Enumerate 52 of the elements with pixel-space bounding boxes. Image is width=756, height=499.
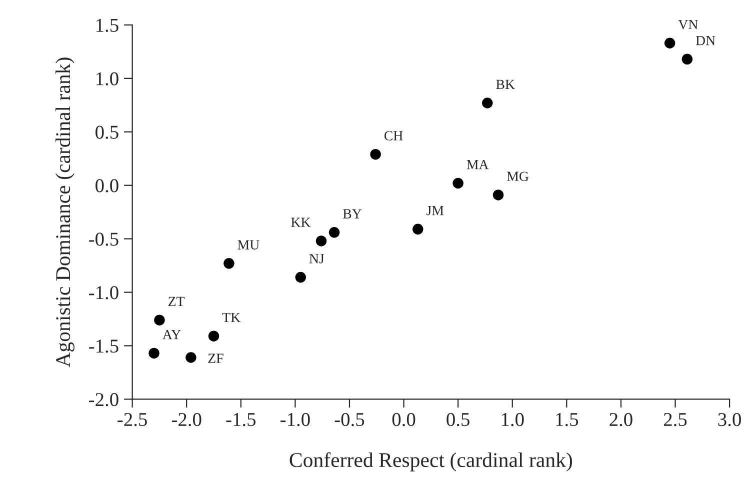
x-tick-label: 0.5 <box>446 412 470 426</box>
point <box>148 348 160 359</box>
x-tick-label: -1.5 <box>226 413 256 426</box>
annotation: ZF <box>208 354 224 363</box>
y-tick-label: 1.5 <box>96 18 118 32</box>
point <box>208 330 220 342</box>
point <box>154 314 165 326</box>
y-tick-label: -2.0 <box>89 393 118 406</box>
annotation: VN <box>678 20 698 30</box>
annotation: BY <box>343 209 362 218</box>
y-tick-label: -1.0 <box>89 286 118 300</box>
x-tick-label: -2.5 <box>118 413 147 426</box>
y-axis-title: Agonistic Dominance (cardinal rank) <box>55 58 74 368</box>
x-tick-label: 3.0 <box>718 412 741 426</box>
annotation: JM <box>426 206 444 216</box>
x-tick-label: 2.5 <box>664 413 687 426</box>
x-tick-label: 0.0 <box>392 412 416 426</box>
point <box>482 98 493 108</box>
annotation: ZT <box>168 296 185 306</box>
point <box>412 224 424 235</box>
point <box>328 227 340 238</box>
x-axis-title: Conferred Respect (cardinal rank) <box>290 452 572 472</box>
annotation: TK <box>222 312 240 322</box>
annotation: MG <box>506 172 529 182</box>
point <box>295 272 306 283</box>
point <box>664 38 676 49</box>
annotation: MA <box>466 160 489 170</box>
x-tick-label: -2.0 <box>172 412 202 426</box>
point <box>316 236 327 246</box>
point <box>370 148 381 160</box>
annotation: KK <box>291 218 311 227</box>
y-tick-label: 0.0 <box>96 179 118 192</box>
x-tick-label: 1.0 <box>502 412 524 426</box>
y-tick-label: 1.0 <box>96 72 118 86</box>
annotation: CH <box>384 131 403 140</box>
point <box>682 54 693 65</box>
y-tick-label: 0.5 <box>96 126 118 139</box>
y-tick-label: -1.5 <box>89 340 118 353</box>
annotation: MU <box>238 240 260 250</box>
annotation: DN <box>696 36 716 46</box>
y-tick-label: -0.5 <box>89 232 118 246</box>
point <box>224 258 234 269</box>
annotation: BK <box>496 80 515 89</box>
point <box>186 352 196 363</box>
x-tick-label: -0.5 <box>334 412 364 426</box>
annotation: AY <box>162 330 181 340</box>
annotation: NJ <box>309 254 324 264</box>
x-tick-label: 2.0 <box>610 412 632 426</box>
x-tick-label: 1.5 <box>556 413 578 426</box>
x-tick-label: -1.0 <box>280 412 310 426</box>
point <box>492 190 504 200</box>
point <box>452 178 464 189</box>
